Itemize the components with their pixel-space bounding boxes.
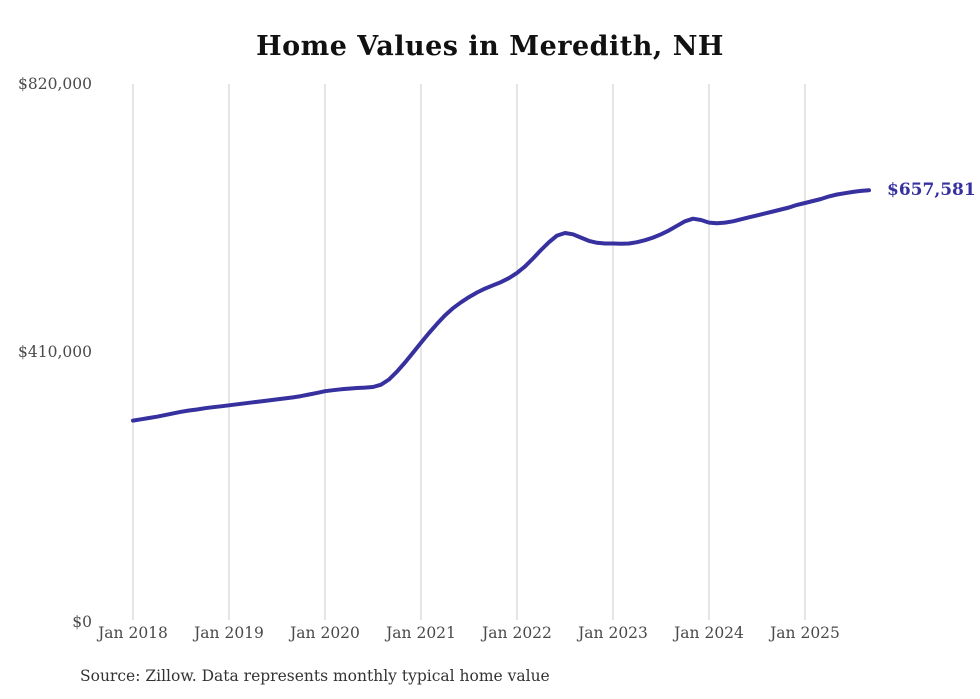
x-axis-label: Jan 2022 (482, 624, 552, 642)
x-axis-label: Jan 2020 (290, 624, 360, 642)
gridlines (132, 84, 806, 620)
chart-title: Home Values in Meredith, NH (256, 31, 724, 62)
x-axis-label: Jan 2023 (578, 624, 648, 642)
latest-value-label: $657,581 (887, 180, 976, 201)
y-axis-label-zero: $0 (72, 613, 92, 631)
x-axis-label: Jan 2024 (674, 624, 744, 642)
source-note: Source: Zillow. Data represents monthly … (80, 667, 550, 685)
x-axis-label: Jan 2018 (98, 624, 168, 642)
x-axis-label: Jan 2025 (770, 624, 840, 642)
y-axis-label-top: $820,000 (18, 75, 92, 93)
y-axis-label-middle: $410,000 (18, 343, 92, 361)
x-axis-label: Jan 2021 (386, 624, 456, 642)
x-axis-label: Jan 2019 (194, 624, 264, 642)
home-value-line-series (131, 188, 871, 423)
